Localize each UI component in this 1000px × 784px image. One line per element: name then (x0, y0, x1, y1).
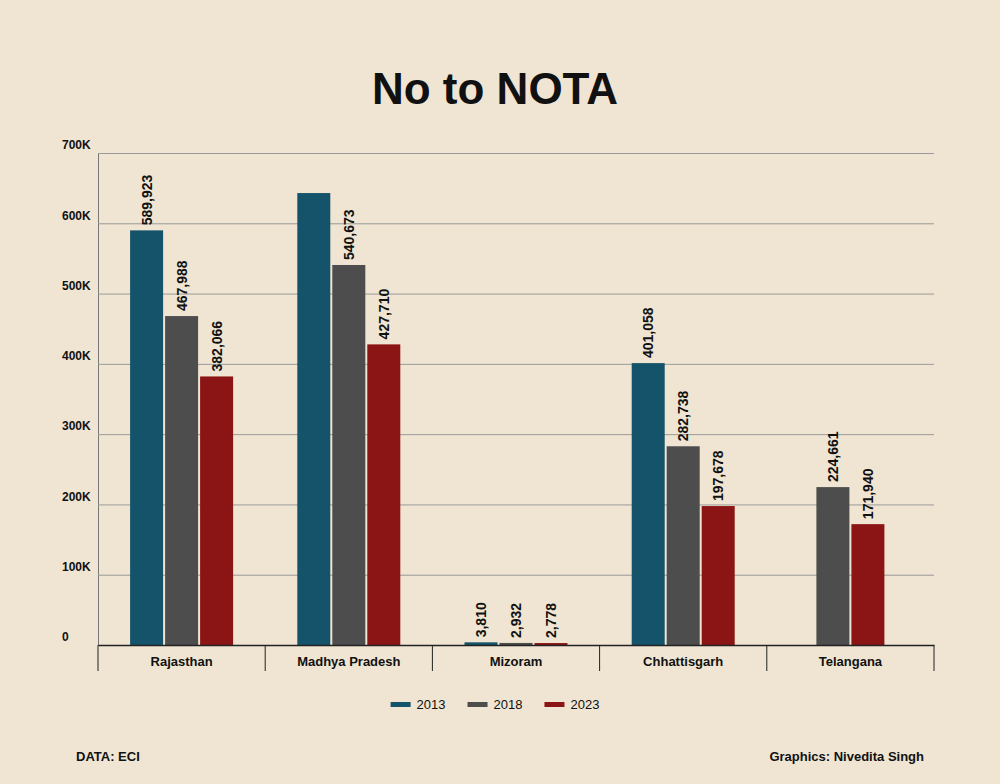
bar (667, 446, 700, 645)
y-tick-label: 500K (62, 279, 91, 293)
credit-note: Graphics: Nivedita Singh (769, 749, 924, 764)
legend-item: 2018 (468, 697, 523, 712)
y-axis-line (98, 154, 99, 646)
grid-line (98, 294, 934, 295)
legend-label: 2013 (417, 697, 446, 712)
data-label: 3,810 (473, 602, 489, 637)
x-tick-label: Chhattisgarh (643, 654, 723, 669)
category-divider (432, 645, 433, 671)
bar (465, 642, 498, 645)
x-tick: Telangana (819, 645, 883, 669)
data-label: 427,710 (376, 289, 392, 340)
data-label: 467,988 (174, 260, 190, 311)
category-divider (934, 645, 935, 671)
legend-swatch (468, 702, 488, 707)
y-tick-label: 100K (62, 560, 91, 574)
x-tick-label: Mizoram (490, 654, 543, 669)
legend-swatch (391, 702, 411, 707)
data-label: 197,678 (710, 450, 726, 501)
x-axis: Rajasthan Madhya Pradesh Mizoram Chhattisga… (99, 645, 935, 669)
y-axis: 0 100K 200K 300K 400K 500K 600K 700K (62, 138, 934, 645)
source-note: DATA: ECI (76, 749, 140, 764)
x-tick: Chhattisgarh (643, 645, 723, 669)
chart: No to NOTA 0 100K 200K 300K 400K 500K 600K 700K 5… (0, 0, 1000, 784)
x-tick-label: Rajasthan (151, 654, 213, 669)
bar (702, 506, 735, 645)
data-label: 589,923 (139, 175, 155, 226)
bar (297, 193, 330, 645)
data-label: 382,066 (209, 321, 225, 372)
x-tick: Madhya Pradesh (297, 645, 400, 669)
y-tick-label: 400K (62, 349, 91, 363)
x-axis-line (99, 645, 935, 647)
grid-line (98, 153, 934, 154)
grid-line (98, 223, 934, 224)
background (0, 0, 1000, 784)
data-label: 224,661 (825, 431, 841, 482)
category-divider (98, 645, 99, 671)
data-label: 401,058 (640, 307, 656, 358)
y-tick: 700K (62, 138, 934, 153)
bar (165, 316, 198, 645)
x-tick-label: Telangana (819, 654, 883, 669)
legend-item: 2023 (544, 697, 599, 712)
legend: 2013 2018 2023 (391, 697, 600, 712)
y-tick-label: 300K (62, 419, 91, 433)
data-label: 282,738 (675, 390, 691, 441)
bar (816, 487, 849, 645)
title: No to NOTA (372, 64, 618, 113)
x-tick: Rajasthan (151, 645, 213, 669)
data-label: 171,940 (860, 468, 876, 519)
category-divider (265, 645, 266, 671)
bar (632, 363, 665, 645)
data-label: 540,673 (341, 209, 357, 260)
bar (367, 344, 400, 645)
bar (535, 643, 568, 645)
x-tick-label: Madhya Pradesh (297, 654, 400, 669)
data-label: 2,932 (508, 603, 524, 638)
bar (332, 265, 365, 645)
legend-item: 2013 (391, 697, 446, 712)
bars (130, 193, 884, 645)
y-tick: 500K (62, 279, 934, 294)
category-divider (599, 645, 600, 671)
legend-label: 2018 (494, 697, 523, 712)
data-labels: 589,923 467,988 382,066 540,673 427,710 3,810… (139, 175, 876, 638)
y-tick: 600K (62, 209, 934, 224)
legend-swatch (544, 702, 564, 707)
y-tick-label: 600K (62, 209, 91, 223)
y-tick-label: 200K (62, 490, 91, 504)
x-tick: Mizoram (490, 645, 543, 669)
y-tick-label: 0 (62, 630, 69, 644)
bar (500, 643, 533, 645)
bar (200, 376, 233, 645)
bar (130, 230, 163, 645)
y-tick-label: 700K (62, 138, 91, 152)
data-label: 2,778 (543, 603, 559, 638)
legend-label: 2023 (570, 697, 599, 712)
category-divider (766, 645, 767, 671)
grid-line (98, 645, 934, 646)
bar (851, 524, 884, 645)
